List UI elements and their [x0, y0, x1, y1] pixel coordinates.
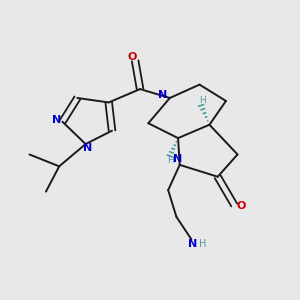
Text: N: N	[82, 142, 92, 153]
Text: N: N	[188, 238, 198, 249]
Text: H: H	[199, 238, 206, 249]
Text: N: N	[158, 90, 167, 100]
Text: O: O	[236, 202, 245, 212]
Text: O: O	[127, 52, 136, 62]
Text: N: N	[173, 154, 183, 164]
Text: N: N	[52, 115, 61, 125]
Text: H: H	[199, 96, 206, 105]
Text: H: H	[167, 156, 174, 165]
